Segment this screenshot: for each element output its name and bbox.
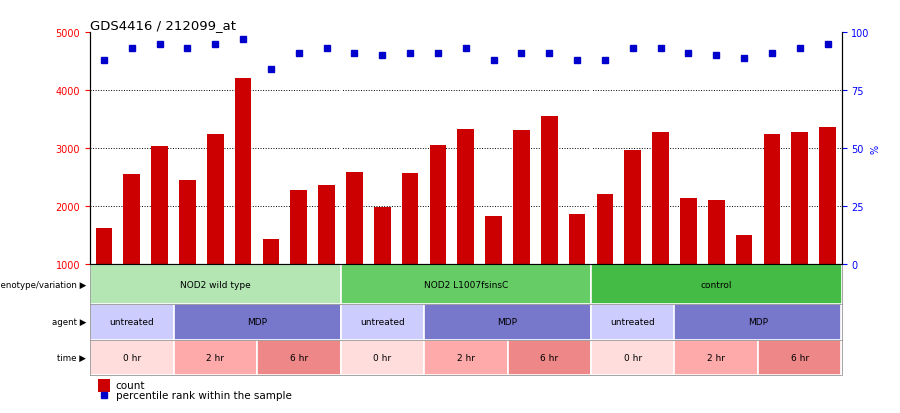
Text: 6 hr: 6 hr (791, 353, 809, 362)
Bar (735, 235, 752, 264)
Text: NOD2 L1007fsinsC: NOD2 L1007fsinsC (424, 280, 508, 289)
Bar (174, 340, 257, 375)
Bar (424, 304, 591, 340)
Text: count: count (115, 380, 145, 389)
Bar (597, 195, 613, 264)
Bar (513, 131, 530, 264)
Text: agent ▶: agent ▶ (52, 318, 86, 327)
Bar (541, 117, 558, 264)
Bar (123, 175, 140, 264)
Text: 0 hr: 0 hr (122, 353, 140, 362)
Text: MDP: MDP (498, 318, 518, 327)
Bar (625, 151, 641, 264)
Text: untreated: untreated (610, 318, 655, 327)
Y-axis label: %: % (871, 144, 881, 153)
Bar (346, 173, 363, 264)
Bar (207, 135, 223, 264)
Bar (90, 340, 174, 375)
Bar (819, 127, 836, 264)
Bar (90, 304, 174, 340)
Text: 0 hr: 0 hr (374, 353, 392, 362)
Bar (90, 264, 340, 304)
Bar (319, 185, 335, 264)
Text: percentile rank within the sample: percentile rank within the sample (115, 390, 292, 400)
Bar (758, 340, 842, 375)
Text: 6 hr: 6 hr (540, 353, 558, 362)
Bar (340, 264, 591, 304)
Bar (763, 134, 780, 264)
Bar (591, 340, 674, 375)
Bar (591, 264, 842, 304)
Bar (340, 304, 424, 340)
Bar (179, 180, 196, 264)
Text: untreated: untreated (360, 318, 405, 327)
Text: 2 hr: 2 hr (707, 353, 725, 362)
Bar (457, 130, 474, 264)
Text: GDS4416 / 212099_at: GDS4416 / 212099_at (90, 19, 236, 32)
Text: MDP: MDP (247, 318, 267, 327)
Text: 2 hr: 2 hr (456, 353, 475, 362)
Text: genotype/variation ▶: genotype/variation ▶ (0, 280, 86, 289)
Bar (174, 304, 340, 340)
Bar (791, 133, 808, 264)
Text: untreated: untreated (110, 318, 154, 327)
Bar (591, 304, 674, 340)
Text: NOD2 wild type: NOD2 wild type (180, 280, 250, 289)
Bar (340, 340, 424, 375)
Bar (569, 214, 585, 264)
Bar (263, 240, 279, 264)
Bar (708, 200, 725, 264)
Text: 2 hr: 2 hr (206, 353, 224, 362)
Bar (291, 190, 307, 264)
Bar (429, 145, 446, 264)
Bar (257, 340, 340, 375)
Bar (508, 340, 591, 375)
Bar (401, 173, 419, 264)
Text: 6 hr: 6 hr (290, 353, 308, 362)
Bar (674, 340, 758, 375)
Text: control: control (700, 280, 732, 289)
Bar (235, 79, 251, 264)
Text: time ▶: time ▶ (58, 353, 86, 362)
Bar (485, 217, 502, 264)
Bar (97, 379, 110, 392)
Bar (652, 133, 669, 264)
Bar (674, 304, 842, 340)
Bar (374, 208, 391, 264)
Bar (424, 340, 508, 375)
Text: MDP: MDP (748, 318, 768, 327)
Text: 0 hr: 0 hr (624, 353, 642, 362)
Bar (95, 228, 112, 264)
Bar (151, 146, 168, 264)
Bar (680, 198, 697, 264)
